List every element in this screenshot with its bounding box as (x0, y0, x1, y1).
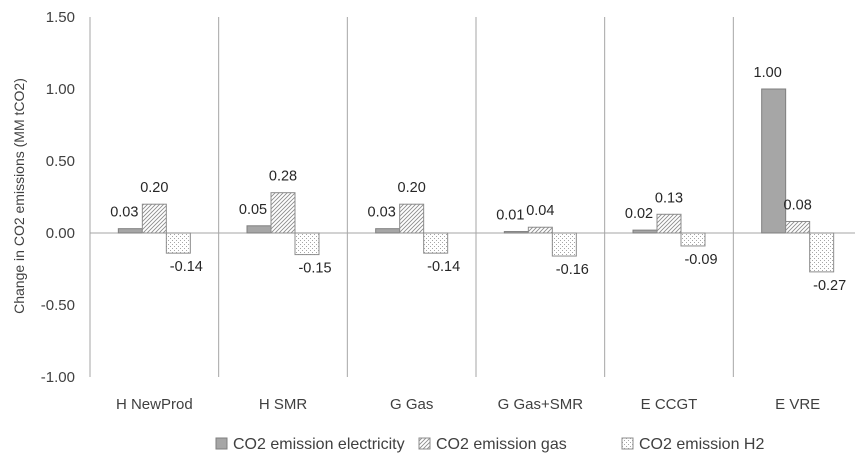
bar (375, 228, 401, 234)
data-label: 0.28 (269, 169, 297, 185)
data-label: 0.04 (526, 203, 554, 219)
bar (503, 231, 529, 234)
bar (656, 213, 682, 234)
data-label: 1.00 (754, 65, 782, 81)
bar (117, 228, 143, 234)
y-tick-label: 0.00 (46, 225, 75, 242)
legend-label: CO2 emission gas (436, 436, 567, 453)
data-label: -0.15 (298, 261, 331, 277)
data-label: 0.01 (496, 208, 524, 224)
bar (761, 88, 787, 234)
bar (399, 203, 425, 234)
data-label: -0.09 (684, 252, 717, 268)
data-labels-layer: 0.03 0.05 0.03 0.01 0.02 1.00 0.20 0.28 0.20 0.04… (110, 65, 846, 294)
bar (294, 232, 320, 256)
legend-swatch (418, 437, 431, 450)
axis-layer: 1.50 1.00 0.50 0.00 -0.50 -1.00 H NewProd H SMR… (41, 9, 855, 413)
y-axis-title: Change in CO2 emissions (MM tCO2) (11, 78, 27, 314)
bar (141, 203, 167, 234)
data-label: -0.27 (813, 278, 846, 294)
y-tick-label: 1.00 (46, 81, 75, 98)
y-tick-label: 0.50 (46, 153, 75, 170)
legend-swatch (621, 437, 634, 450)
bar (527, 226, 553, 234)
data-label: 0.03 (110, 205, 138, 221)
x-tick-label: E VRE (775, 396, 820, 413)
data-label: 0.05 (239, 202, 267, 218)
data-label: -0.16 (556, 262, 589, 278)
bars-layer (117, 88, 835, 273)
data-label: 0.13 (655, 190, 683, 206)
bar (809, 232, 835, 273)
data-label: 0.20 (140, 180, 168, 196)
legend: CO2 emission electricity CO2 emission gas… (215, 436, 764, 453)
x-tick-label: E CCGT (641, 396, 698, 413)
bar (423, 232, 449, 254)
legend-label: CO2 emission H2 (639, 436, 764, 453)
data-label: -0.14 (170, 259, 203, 275)
data-label: 0.02 (625, 206, 653, 222)
data-label: 0.08 (784, 197, 812, 213)
bar (632, 229, 658, 234)
data-label: 0.03 (368, 205, 396, 221)
x-tick-label: G Gas (390, 396, 433, 413)
x-tick-label: H NewProd (116, 396, 193, 413)
data-label: 0.20 (398, 180, 426, 196)
bar (680, 232, 706, 247)
bar (270, 192, 296, 234)
x-tick-label: H SMR (259, 396, 308, 413)
bar (165, 232, 191, 254)
y-tick-label: -1.00 (41, 369, 75, 386)
legend-swatch (215, 437, 228, 450)
bar (785, 220, 811, 234)
bar (246, 225, 272, 234)
bar (551, 232, 577, 257)
y-tick-label: 1.50 (46, 9, 75, 26)
y-tick-label: -0.50 (41, 297, 75, 314)
legend-label: CO2 emission electricity (233, 436, 405, 453)
data-label: -0.14 (427, 259, 460, 275)
x-tick-label: G Gas+SMR (498, 396, 584, 413)
